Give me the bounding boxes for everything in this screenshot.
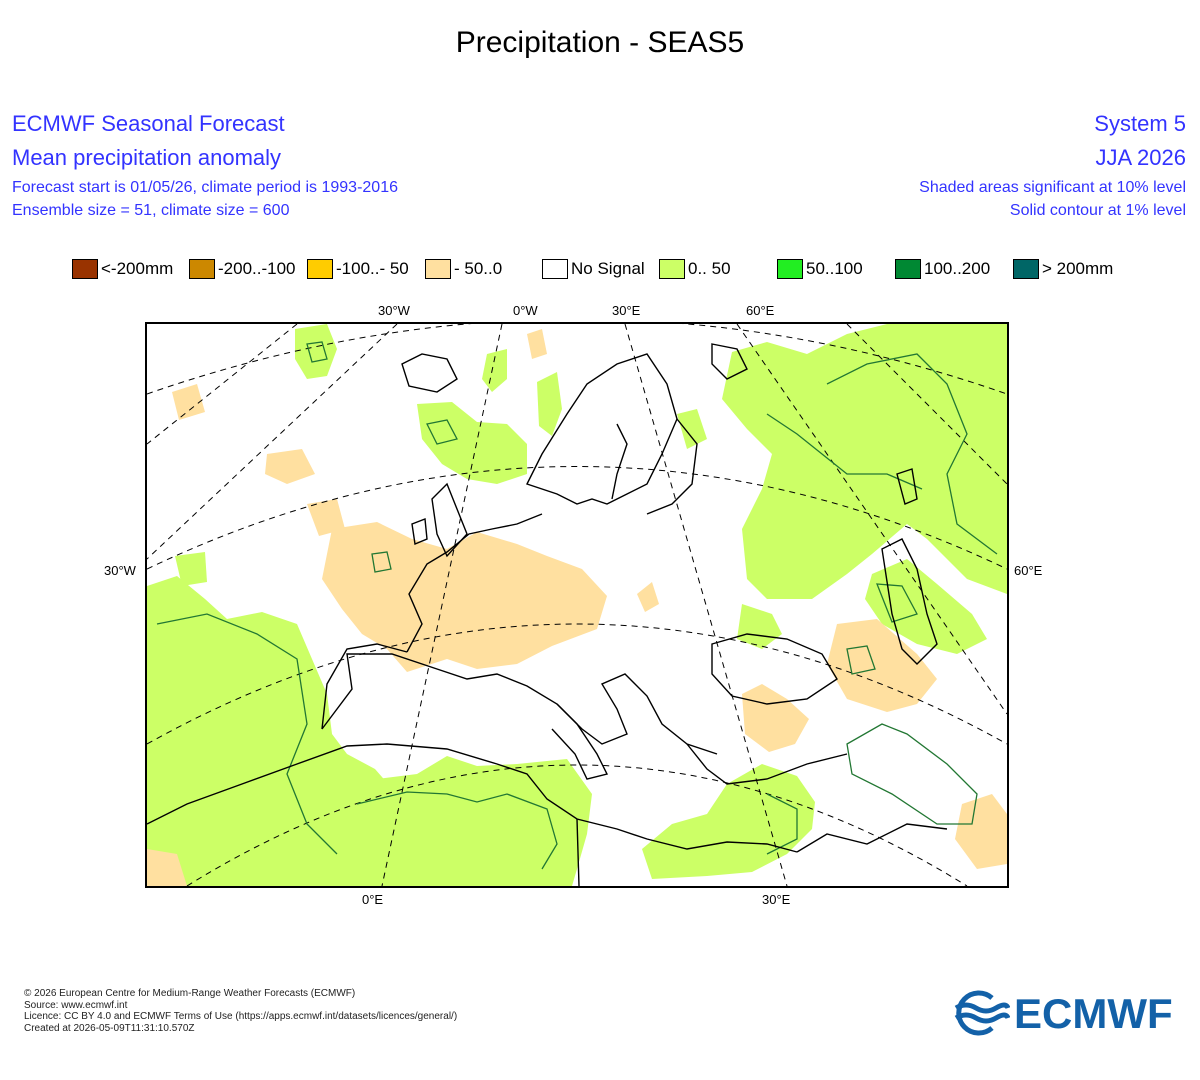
header-forecast-start: Forecast start is 01/05/26, climate peri… [12, 179, 398, 196]
legend-label: No Signal [571, 259, 645, 278]
positive-anomaly-area [417, 402, 527, 484]
negative-anomaly-area [742, 684, 809, 752]
legend-swatch [659, 259, 685, 279]
color-legend: <-200mm -200..-100 -100..- 50 - 50..0 No… [0, 256, 1200, 282]
anomaly-map [145, 322, 1009, 888]
legend-item: -200..-100 [189, 256, 296, 282]
graticule-label-top: 30°W [378, 303, 410, 318]
legend-swatch [895, 259, 921, 279]
negative-anomaly-areas [147, 329, 1007, 886]
contour-1pct [156, 341, 998, 870]
ecmwf-logo: ECMWF [952, 988, 1192, 1038]
graticule-label-bottom: 0°E [362, 892, 384, 907]
legend-label: 0.. 50 [688, 259, 731, 278]
header-product-title: ECMWF Seasonal Forecast [12, 111, 285, 136]
legend-label: 50..100 [806, 259, 863, 278]
legend-item: 100..200 [895, 256, 990, 282]
negative-anomaly-area [527, 329, 547, 359]
footer-credits: © 2026 European Centre for Medium-Range … [24, 988, 457, 1034]
negative-anomaly-area [955, 794, 1007, 869]
coastlines [147, 343, 948, 886]
negative-anomaly-area [147, 849, 187, 886]
legend-item: -100..- 50 [307, 256, 409, 282]
legend-item: > 200mm [1013, 256, 1113, 282]
page-title: Precipitation - SEAS5 [455, 26, 745, 59]
footer-source: Source: www.ecmwf.int [24, 999, 128, 1011]
footer-copyright: © 2026 European Centre for Medium-Range … [24, 988, 356, 999]
legend-item: 0.. 50 [659, 256, 731, 282]
positive-anomaly-area [295, 324, 337, 379]
anomaly-map-svg [147, 324, 1007, 886]
positive-anomaly-area [537, 372, 562, 436]
ecmwf-logo-text: ECMWF [1014, 990, 1173, 1037]
legend-swatch [307, 259, 333, 279]
graticule-label-top: 60°E [746, 303, 775, 318]
negative-anomaly-area [307, 499, 345, 536]
legend-label: - 50..0 [454, 259, 503, 278]
legend-label: <-200mm [101, 259, 174, 278]
negative-anomaly-area [265, 449, 315, 484]
legend-item: - 50..0 [425, 256, 502, 282]
negative-anomaly-area [172, 384, 205, 420]
legend-swatch [189, 259, 215, 279]
legend-label: -200..-100 [218, 259, 296, 278]
negative-anomaly-area [637, 582, 659, 612]
legend-item: 50..100 [777, 256, 863, 282]
graticule-lines [147, 324, 1007, 886]
positive-anomaly-area [175, 552, 207, 586]
positive-anomaly-area [312, 756, 592, 886]
legend-swatch [1013, 259, 1039, 279]
graticule-label-bottom: 30°E [762, 892, 791, 907]
header-significance: Shaded areas significant at 10% level [919, 179, 1186, 196]
ecmwf-logo-icon [954, 990, 1010, 1036]
negative-anomaly-area [827, 619, 937, 712]
header-variable-title: Mean precipitation anomaly [12, 145, 282, 170]
legend-item: <-200mm [72, 256, 173, 282]
positive-anomaly-area [677, 409, 707, 449]
negative-anomaly-area [322, 522, 607, 672]
positive-anomaly-area [482, 349, 507, 392]
legend-swatch [542, 259, 568, 279]
legend-label: > 200mm [1042, 259, 1114, 278]
legend-label: -100..- 50 [336, 259, 409, 278]
legend-swatch [425, 259, 451, 279]
legend-swatch [777, 259, 803, 279]
header-season: JJA 2026 [1095, 145, 1186, 170]
header-contour-note: Solid contour at 1% level [1009, 202, 1186, 219]
graticule-label-left: 30°W [104, 563, 136, 578]
positive-anomaly-area [722, 324, 1007, 599]
legend-swatch [72, 259, 98, 279]
graticule-label-right: 60°E [1014, 563, 1043, 578]
legend-item: No Signal [542, 256, 645, 282]
graticule-label-top: 30°E [612, 303, 641, 318]
header-ensemble-size: Ensemble size = 51, climate size = 600 [12, 202, 290, 219]
footer-licence: Licence: CC BY 4.0 and ECMWF Terms of Us… [24, 1011, 458, 1022]
positive-anomaly-area [642, 764, 815, 879]
graticule-label-top: 0°W [513, 303, 538, 318]
footer-created: Created at 2026-05-09T11:31:10.570Z [24, 1022, 195, 1034]
legend-label: 100..200 [924, 259, 991, 278]
positive-anomaly-areas [147, 324, 1007, 886]
positive-anomaly-area [737, 604, 782, 649]
header-system: System 5 [1094, 111, 1186, 136]
